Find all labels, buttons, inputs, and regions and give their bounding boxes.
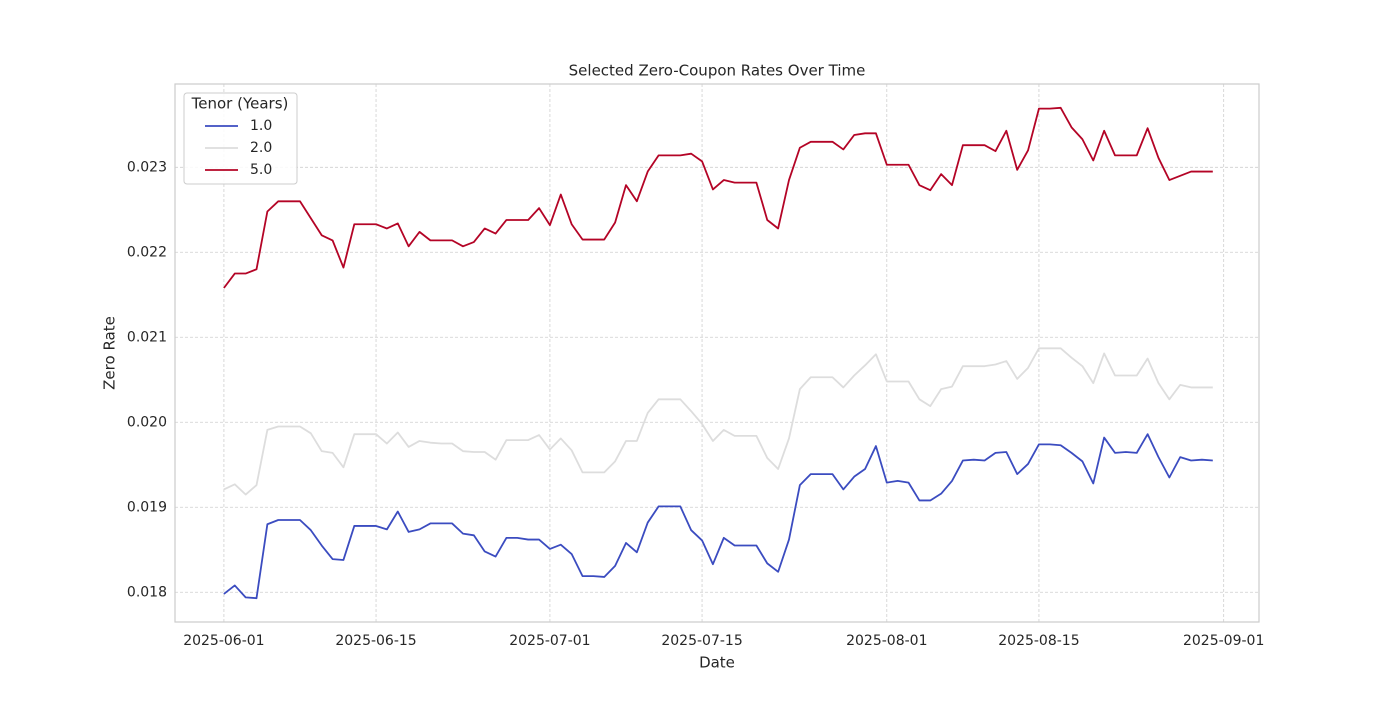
plot-frame xyxy=(174,83,1260,623)
series-line xyxy=(223,433,1213,600)
legend-label: 2.0 xyxy=(250,140,272,156)
x-tick-label: 2025-06-15 xyxy=(335,633,416,649)
grid xyxy=(175,84,1259,622)
legend: Tenor (Years) 1.0 2.0 5.0 xyxy=(183,92,298,185)
x-tick-label: 2025-08-01 xyxy=(846,633,927,649)
x-tick-label: 2025-07-01 xyxy=(509,633,590,649)
x-axis-label: Date xyxy=(699,654,735,672)
x-tick-label: 2025-07-15 xyxy=(661,633,742,649)
y-tick-label: 0.022 xyxy=(127,244,167,260)
lines xyxy=(223,106,1213,600)
y-tick-label: 0.020 xyxy=(127,414,167,430)
legend-label: 1.0 xyxy=(250,118,272,134)
y-tick-label: 0.018 xyxy=(127,584,167,600)
series-line xyxy=(223,347,1213,496)
chart-title: Selected Zero-Coupon Rates Over Time xyxy=(569,62,866,80)
y-tick-label: 0.021 xyxy=(127,329,167,345)
legend-box xyxy=(183,92,298,185)
legend-title: Tenor (Years) xyxy=(191,95,289,113)
y-tick-label: 0.019 xyxy=(127,499,167,515)
x-tick-label: 2025-06-01 xyxy=(183,633,264,649)
x-tick-label: 2025-09-01 xyxy=(1183,633,1264,649)
x-tick-label: 2025-08-15 xyxy=(998,633,1079,649)
y-tick-label: 0.023 xyxy=(127,159,167,175)
y-axis-label: Zero Rate xyxy=(101,316,119,390)
series-line xyxy=(223,106,1213,289)
legend-label: 5.0 xyxy=(250,162,272,178)
